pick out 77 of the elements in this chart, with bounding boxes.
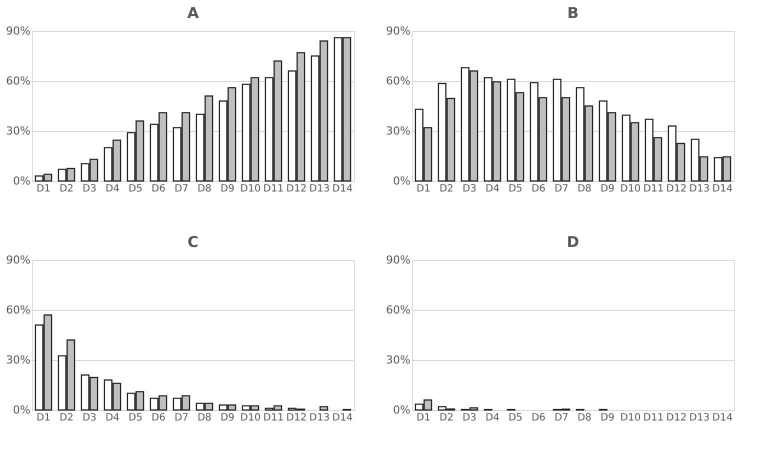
chart-title: D xyxy=(566,233,580,251)
y-tick-label: 60% xyxy=(386,74,410,88)
y-tick-label: 90% xyxy=(6,254,30,266)
x-tick-label: D9 xyxy=(220,412,235,424)
x-tick-label: D9 xyxy=(600,184,615,194)
y-tick-label: 30% xyxy=(386,354,410,366)
x-tick-label: D14 xyxy=(712,412,733,424)
y-tick-label: 90% xyxy=(386,254,410,266)
x-tick-label: D1 xyxy=(36,412,51,424)
x-tick-label: D6 xyxy=(151,184,166,194)
x-tick-label: D14 xyxy=(332,412,353,424)
x-tick-label: D11 xyxy=(643,184,664,194)
x-tick-label: D13 xyxy=(689,184,710,194)
y-tick-label: 60% xyxy=(6,304,30,316)
x-tick-label: D11 xyxy=(263,184,284,194)
x-tick-label: D8 xyxy=(577,412,592,424)
x-tick-label: D12 xyxy=(286,184,307,194)
x-tick-label: D5 xyxy=(128,412,143,424)
x-tick-label: D9 xyxy=(600,412,615,424)
x-tick-label: D5 xyxy=(508,184,523,194)
x-tick-label: D1 xyxy=(416,412,431,424)
y-tick-label: 0% xyxy=(393,404,410,416)
x-tick-label: D10 xyxy=(620,412,641,424)
x-tick-label: D3 xyxy=(462,184,477,194)
x-tick-label: D7 xyxy=(554,412,569,424)
x-tick-label: D4 xyxy=(485,184,500,194)
x-tick-label: D4 xyxy=(105,184,120,194)
x-tick-label: D13 xyxy=(309,412,330,424)
x-tick-label: D9 xyxy=(220,184,235,194)
x-tick-label: D6 xyxy=(151,412,166,424)
x-tick-label: D1 xyxy=(416,184,431,194)
y-tick-label: 30% xyxy=(6,124,30,138)
x-tick-label: D8 xyxy=(197,412,212,424)
x-tick-label: D12 xyxy=(666,184,687,194)
y-tick-label: 60% xyxy=(386,304,410,316)
x-tick-label: D4 xyxy=(105,412,120,424)
x-tick-label: D14 xyxy=(332,184,353,194)
x-tick-label: D10 xyxy=(620,184,641,194)
x-tick-label: D8 xyxy=(197,184,212,194)
x-tick-label: D7 xyxy=(174,412,189,424)
x-tick-label: D14 xyxy=(712,184,733,194)
x-tick-label: D2 xyxy=(59,184,74,194)
x-tick-label: D2 xyxy=(439,412,454,424)
x-tick-label: D4 xyxy=(485,412,500,424)
chart-title: B xyxy=(567,4,579,22)
chart-title: A xyxy=(187,4,200,22)
x-tick-label: D6 xyxy=(531,412,546,424)
chart-title: C xyxy=(187,233,199,251)
y-tick-label: 0% xyxy=(13,174,30,188)
x-tick-label: D11 xyxy=(263,412,284,424)
x-tick-label: D3 xyxy=(82,412,97,424)
bar xyxy=(320,406,328,411)
x-tick-label: D3 xyxy=(82,184,97,194)
x-tick-label: D10 xyxy=(240,412,261,424)
x-tick-label: D6 xyxy=(531,184,546,194)
x-tick-label: D2 xyxy=(59,412,74,424)
x-tick-label: D13 xyxy=(689,412,710,424)
y-tick-label: 90% xyxy=(6,24,30,38)
x-tick-label: D8 xyxy=(577,184,592,194)
x-tick-label: D3 xyxy=(462,412,477,424)
y-tick-label: 90% xyxy=(386,24,410,38)
x-tick-label: D7 xyxy=(554,184,569,194)
y-tick-label: 60% xyxy=(6,74,30,88)
x-tick-label: D2 xyxy=(439,184,454,194)
x-tick-label: D10 xyxy=(240,184,261,194)
y-tick-label: 30% xyxy=(386,124,410,138)
x-tick-label: D5 xyxy=(508,412,523,424)
y-tick-label: 30% xyxy=(6,354,30,366)
x-tick-label: D1 xyxy=(36,184,51,194)
x-tick-label: D13 xyxy=(309,184,330,194)
x-tick-label: D11 xyxy=(643,412,664,424)
x-tick-label: D5 xyxy=(128,184,143,194)
y-tick-label: 0% xyxy=(13,404,30,416)
x-tick-label: D12 xyxy=(286,412,307,424)
x-tick-label: D7 xyxy=(174,184,189,194)
y-tick-label: 0% xyxy=(393,174,410,188)
x-tick-label: D12 xyxy=(666,412,687,424)
